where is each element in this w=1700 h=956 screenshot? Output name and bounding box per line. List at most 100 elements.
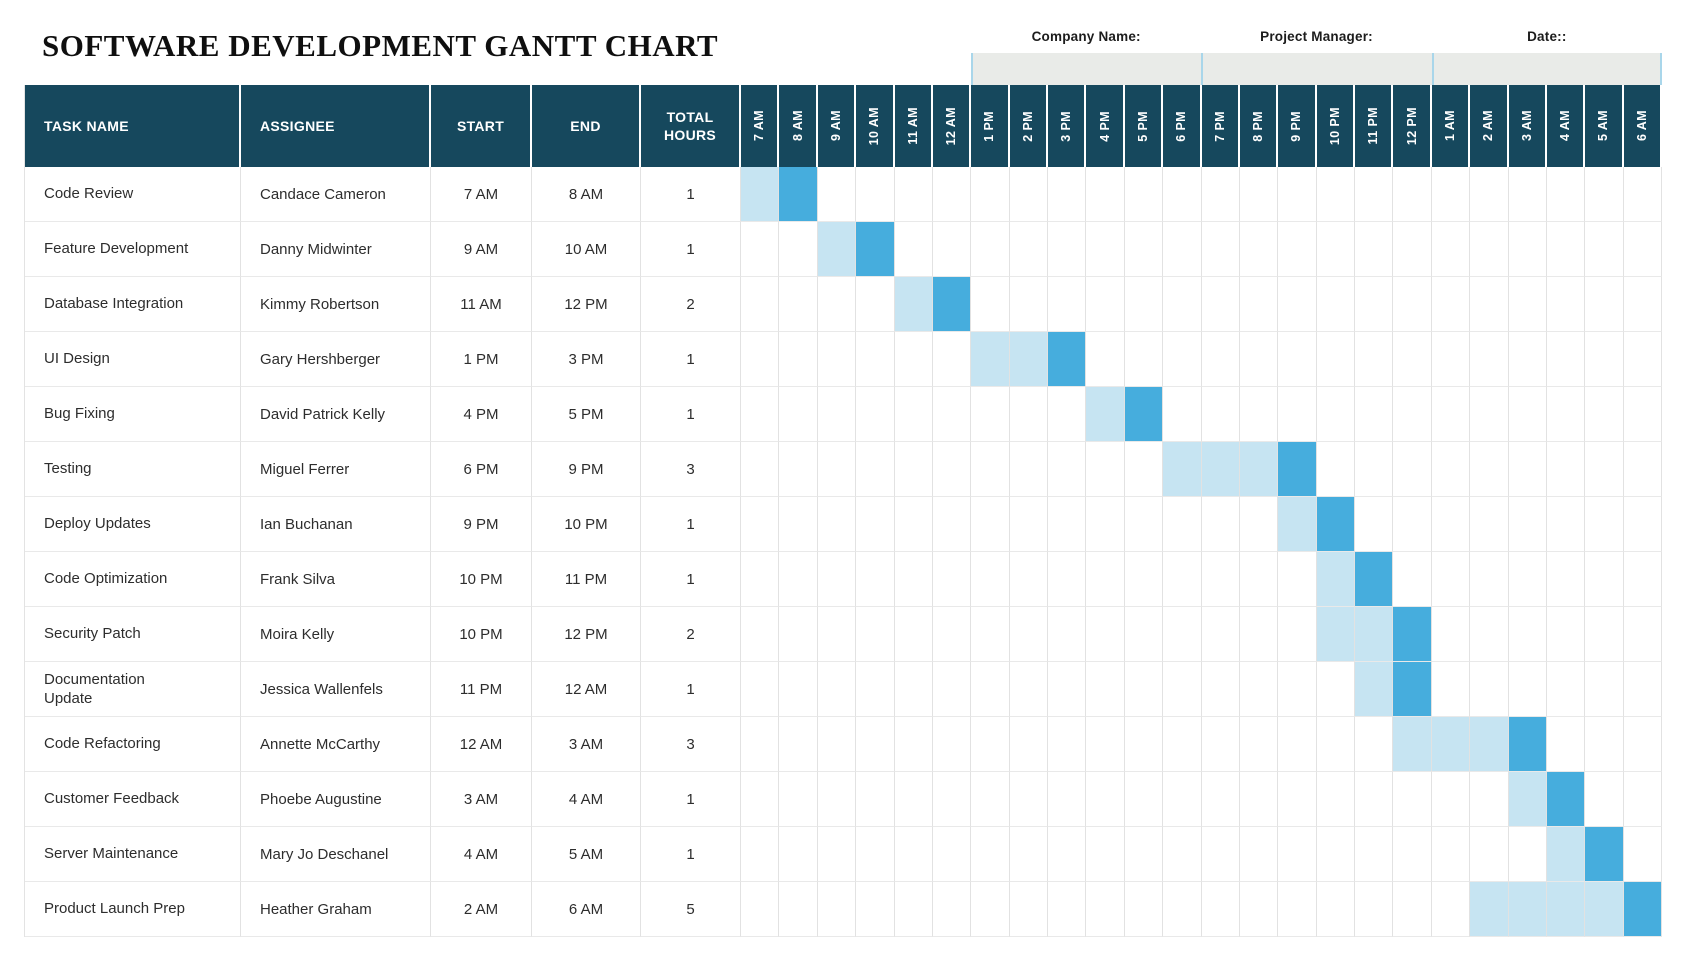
gantt-cell — [971, 662, 1010, 717]
gantt-cell — [1623, 167, 1662, 222]
gantt-cell — [741, 387, 780, 442]
gantt-cell — [1585, 772, 1624, 827]
hour-column-header: 8 AM — [779, 85, 818, 167]
end-time-cell: 11 PM — [532, 552, 641, 607]
gantt-cell — [1585, 167, 1624, 222]
gantt-cell — [1355, 827, 1394, 882]
hour-column-header: 4 AM — [1546, 85, 1586, 167]
total-hours-cell: 1 — [641, 552, 741, 607]
gantt-cell — [856, 277, 895, 332]
gantt-cell — [1201, 662, 1240, 717]
gantt-cell — [971, 717, 1010, 772]
gantt-cell — [894, 827, 933, 882]
gantt-cell — [1124, 222, 1164, 277]
gantt-cell — [894, 497, 933, 552]
gantt-cell — [1009, 277, 1048, 332]
gantt-cell — [1393, 387, 1432, 442]
gantt-cell — [1086, 717, 1125, 772]
gantt-cell — [1431, 387, 1471, 442]
total-hours-cell: 1 — [641, 222, 741, 277]
gantt-cell — [1585, 662, 1624, 717]
assignee-cell: Moira Kelly — [241, 607, 431, 662]
gantt-bar-duration-cell — [1239, 442, 1279, 497]
gantt-cell — [1393, 442, 1432, 497]
gantt-cell — [1163, 772, 1202, 827]
gantt-cell — [1201, 332, 1240, 387]
gantt-cell — [1009, 222, 1048, 277]
gantt-cell — [932, 772, 972, 827]
end-time-cell: 10 AM — [532, 222, 641, 277]
gantt-cell — [1009, 772, 1048, 827]
gantt-cell — [1278, 222, 1317, 277]
gantt-cell — [1239, 332, 1279, 387]
gantt-cell — [779, 497, 818, 552]
gantt-cell — [1546, 442, 1586, 497]
gantt-cell — [1585, 222, 1624, 277]
gantt-bar-end-cell — [1355, 552, 1394, 607]
hour-column-header: 12 PM — [1393, 85, 1432, 167]
gantt-cell — [1316, 882, 1355, 937]
gantt-cell — [1278, 662, 1317, 717]
gantt-bar-end-cell — [1124, 387, 1164, 442]
gantt-cell — [1316, 662, 1355, 717]
assignee-cell: David Patrick Kelly — [241, 387, 431, 442]
gantt-cell — [1431, 882, 1471, 937]
assignee-cell: Gary Hershberger — [241, 332, 431, 387]
gantt-cell — [1585, 442, 1624, 497]
project-manager-input-box[interactable] — [1201, 53, 1432, 85]
total-hours-cell: 1 — [641, 662, 741, 717]
gantt-cell — [1124, 332, 1164, 387]
gantt-cell — [1623, 662, 1662, 717]
gantt-cell — [1585, 332, 1624, 387]
gantt-bar-duration-cell — [817, 222, 857, 277]
gantt-bar-end-cell — [1585, 827, 1624, 882]
gantt-cell — [1585, 497, 1624, 552]
hour-column-header: 9 PM — [1278, 85, 1317, 167]
gantt-cell — [1086, 772, 1125, 827]
gantt-cell — [1009, 497, 1048, 552]
gantt-cell — [1086, 167, 1125, 222]
gantt-cell — [856, 167, 895, 222]
gantt-cell — [779, 717, 818, 772]
gantt-cell — [1546, 497, 1586, 552]
company-name-input-box[interactable] — [971, 53, 1202, 85]
gantt-cell — [1623, 387, 1662, 442]
gantt-cell — [1355, 332, 1394, 387]
gantt-cell — [932, 332, 972, 387]
start-time-cell: 1 PM — [431, 332, 532, 387]
gantt-cell — [1048, 827, 1087, 882]
gantt-cell — [971, 277, 1010, 332]
gantt-cell — [894, 387, 933, 442]
end-time-cell: 3 AM — [532, 717, 641, 772]
gantt-cell — [1393, 222, 1432, 277]
gantt-cell — [1163, 717, 1202, 772]
gantt-cell — [1470, 662, 1509, 717]
gantt-bar-duration-cell — [1508, 772, 1547, 827]
start-time-cell: 11 AM — [431, 277, 532, 332]
start-time-cell: 9 PM — [431, 497, 532, 552]
gantt-cell — [1355, 717, 1394, 772]
gantt-cell — [1316, 387, 1355, 442]
gantt-cell — [1355, 222, 1394, 277]
date-input-box[interactable] — [1431, 53, 1662, 85]
gantt-cell — [1355, 167, 1394, 222]
gantt-cell — [1393, 497, 1432, 552]
task-name-cell: Code Optimization — [25, 552, 241, 607]
gantt-bar-duration-cell — [1470, 882, 1509, 937]
gantt-bar-duration-cell — [1355, 662, 1394, 717]
gantt-cell — [971, 882, 1010, 937]
gantt-cell — [1009, 662, 1048, 717]
gantt-cell — [1355, 277, 1394, 332]
gantt-cell — [1124, 167, 1164, 222]
gantt-cell — [1124, 607, 1164, 662]
gantt-cell — [1124, 882, 1164, 937]
gantt-cell — [779, 442, 818, 497]
assignee-cell: Miguel Ferrer — [241, 442, 431, 497]
gantt-cell — [971, 552, 1010, 607]
gantt-cell — [1470, 497, 1509, 552]
company-name-label: Company Name: — [1031, 29, 1141, 44]
gantt-cell — [1278, 607, 1317, 662]
gantt-cell — [894, 222, 933, 277]
gantt-cell — [856, 772, 895, 827]
